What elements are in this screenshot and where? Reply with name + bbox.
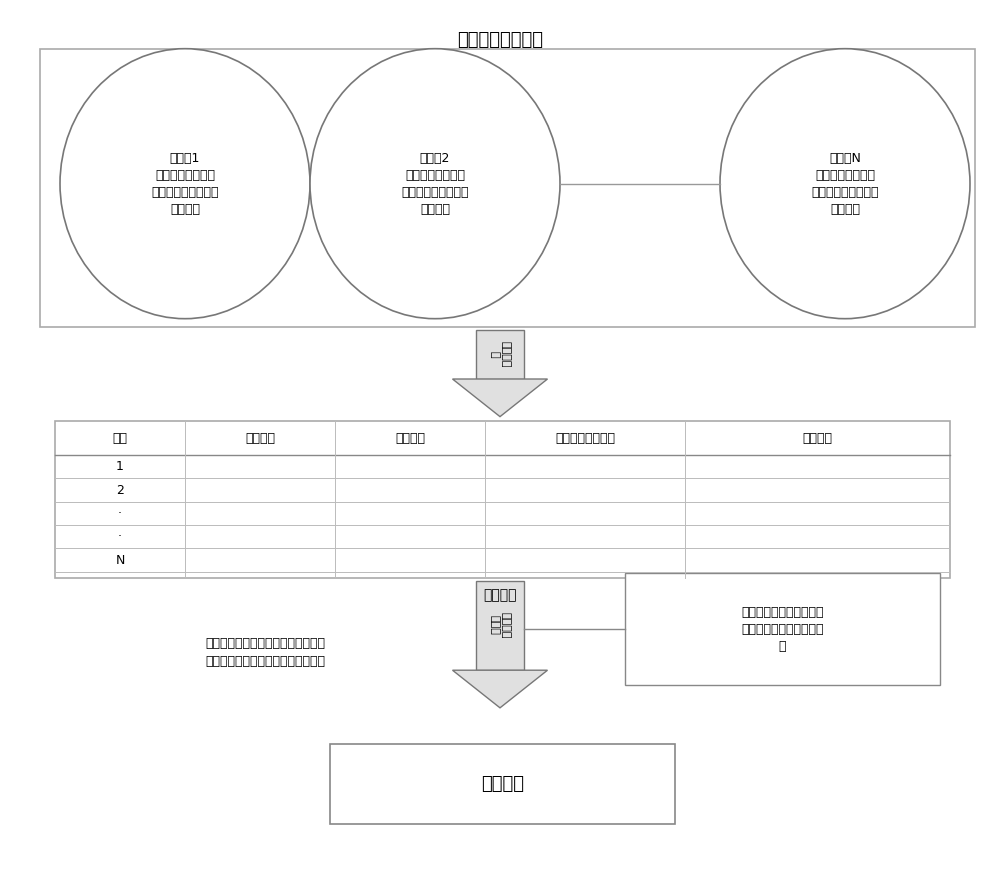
Text: 其中固定时间间隔应该大于单个用户
仿真信息录入、仿真、输出的总时间: 其中固定时间间隔应该大于单个用户 仿真信息录入、仿真、输出的总时间 (205, 637, 325, 668)
Ellipse shape (720, 48, 970, 319)
Polygon shape (452, 379, 548, 417)
Bar (625, 573, 940, 685)
Ellipse shape (310, 48, 560, 319)
Text: 元件参数: 元件参数 (245, 432, 275, 444)
Ellipse shape (60, 48, 310, 319)
Text: ·: · (118, 507, 122, 520)
Text: 系统参数: 系统参数 (395, 432, 425, 444)
Polygon shape (452, 670, 548, 708)
Bar (476, 581, 524, 670)
Text: 编写程序
模: 编写程序 模 (489, 341, 511, 367)
Text: 1: 1 (116, 461, 124, 473)
Text: 2: 2 (116, 484, 124, 496)
Bar (330, 744, 675, 824)
Text: 结构变动信息参数: 结构变动信息参数 (555, 432, 615, 444)
Text: 处理互交
结论区: 处理互交 结论区 (489, 612, 511, 639)
Text: 客户端N
元件参数、系统参
数、结构变动信息、
输出要求: 客户端N 元件参数、系统参 数、结构变动信息、 输出要求 (811, 151, 879, 216)
Text: 等待录入: 等待录入 (481, 775, 524, 793)
Text: 数据表格: 数据表格 (483, 588, 517, 602)
Bar (476, 330, 524, 379)
Text: 按时序号顺序或固定时间
输出一个客户端的给定信
息: 按时序号顺序或固定时间 输出一个客户端的给定信 息 (741, 606, 824, 653)
Bar (40, 49, 975, 327)
Text: N: N (115, 554, 125, 566)
Bar (55, 421, 950, 578)
Text: ·: · (118, 530, 122, 543)
Text: 客户端2
元件参数、系统参
数、结构变动信息、
输出要求: 客户端2 元件参数、系统参 数、结构变动信息、 输出要求 (401, 151, 469, 216)
Text: 序号: 序号 (112, 432, 128, 444)
Text: 客户端1
元件参数、系统参
数、结构变动信息、
输出要求: 客户端1 元件参数、系统参 数、结构变动信息、 输出要求 (151, 151, 219, 216)
Text: 所有用户填写信息: 所有用户填写信息 (457, 31, 543, 49)
Text: 输出要求: 输出要求 (802, 432, 832, 444)
